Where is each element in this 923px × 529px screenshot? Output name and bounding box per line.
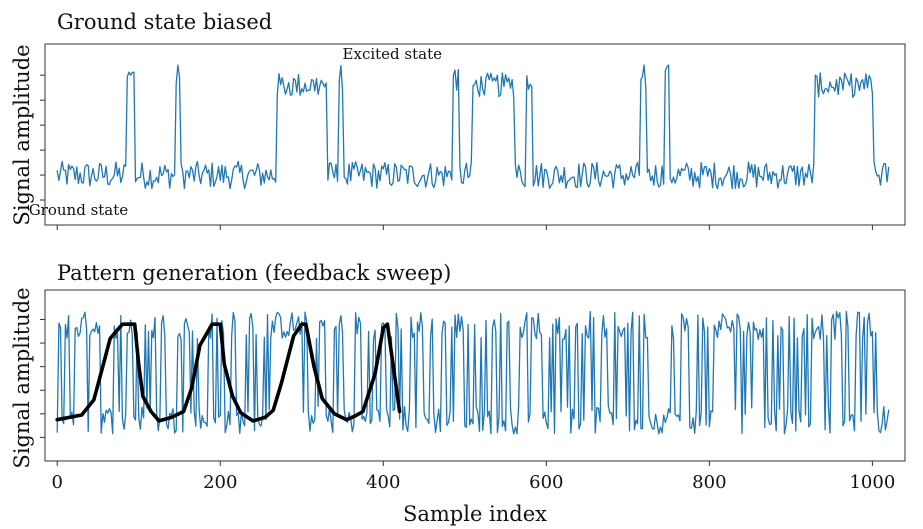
bottom-panel-title: Pattern generation (feedback sweep) — [57, 261, 451, 285]
pattern-envelope-line — [55, 322, 402, 423]
signal-trace-line — [56, 64, 890, 190]
bottom-panel: Pattern generation (feedback sweep) Sign… — [10, 261, 906, 526]
bottom-panel-y-axis-label: Signal amplitude — [10, 287, 34, 468]
bottom-panel-series — [55, 310, 890, 435]
x-tick-label: 800 — [692, 472, 726, 493]
x-tick-label: 200 — [203, 472, 237, 493]
x-tick-label: 0 — [52, 472, 63, 493]
top-panel-y-ticks — [40, 74, 45, 201]
top-panel-frame — [44, 43, 906, 226]
bottom-panel-y-ticks — [40, 318, 45, 438]
top-panel-y-axis-label: Signal amplitude — [10, 44, 34, 225]
signal-trace-line — [56, 310, 890, 435]
bottom-panel-x-ticks: 0 200 400 600 800 1000 — [52, 461, 895, 493]
top-panel: Ground state biased Signal amplitude Exc… — [10, 10, 906, 230]
x-tick-label: 400 — [366, 472, 400, 493]
top-panel-title: Ground state biased — [57, 10, 272, 34]
top-panel-x-ticks — [56, 225, 873, 230]
x-tick-label: 600 — [529, 472, 563, 493]
x-tick-label: 1000 — [849, 472, 895, 493]
top-panel-series — [56, 64, 890, 190]
bottom-panel-frame — [44, 289, 906, 462]
annotation-excited-state: Excited state — [343, 45, 443, 63]
annotation-ground-state: Ground state — [29, 201, 129, 219]
x-axis-label: Sample index — [403, 502, 547, 526]
